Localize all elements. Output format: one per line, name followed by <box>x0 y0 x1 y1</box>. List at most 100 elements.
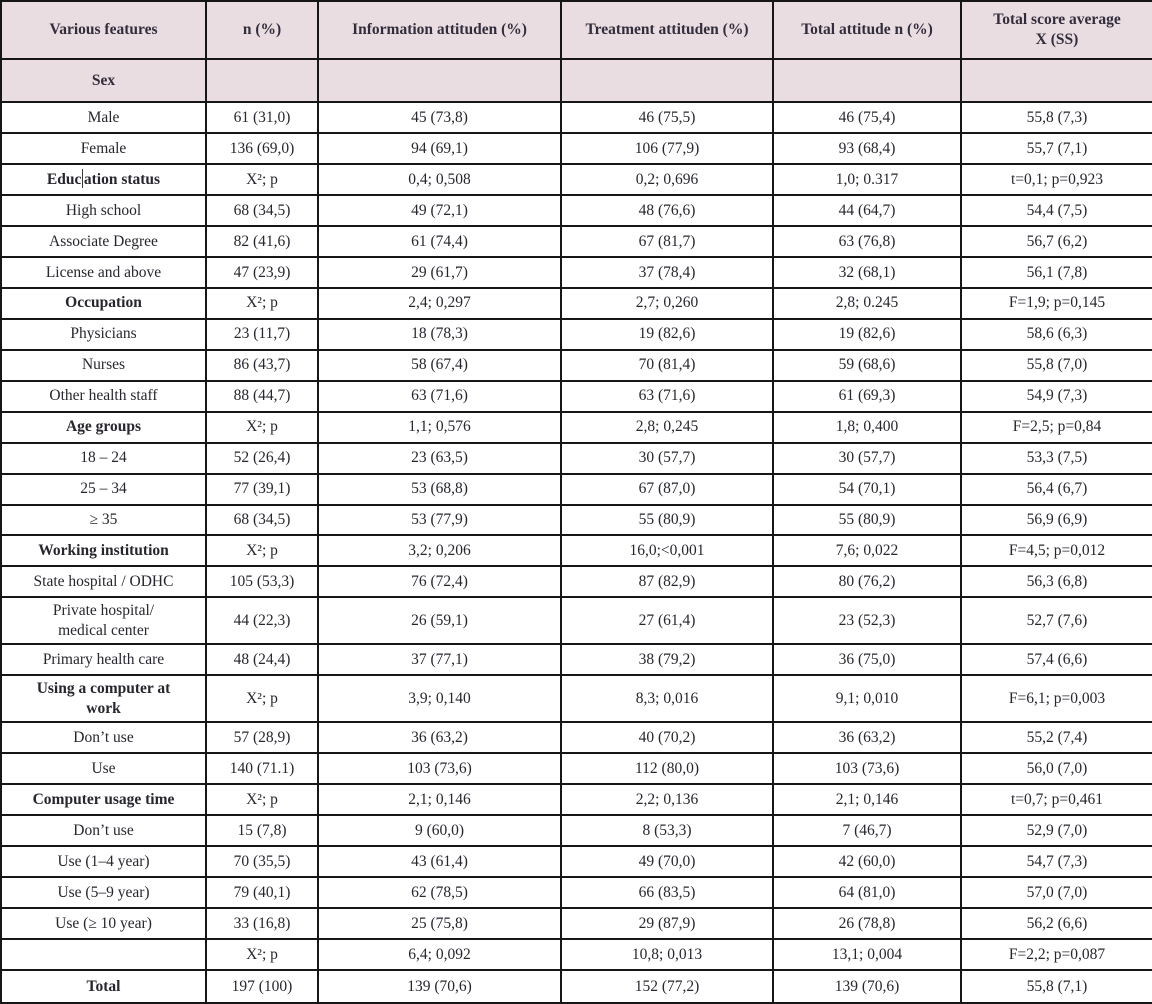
value-cell: 55,7 (7,1) <box>960 132 1152 166</box>
value-cell: 67 (81,7) <box>560 225 774 258</box>
feature-label-cell <box>0 937 207 971</box>
value-cell: 30 (57,7) <box>772 441 962 475</box>
value-cell: 103 (73,6) <box>772 752 962 786</box>
value-cell: 2,4; 0,297 <box>317 286 562 320</box>
feature-label-cell: Working institution <box>0 534 207 568</box>
value-cell: 57 (28,9) <box>205 721 319 755</box>
value-cell: 0,2; 0,696 <box>560 163 774 197</box>
value-cell: 52,9 (7,0) <box>960 814 1152 848</box>
value-cell: 56,1 (7,8) <box>960 256 1152 289</box>
value-cell: 37 (77,1) <box>317 643 562 677</box>
value-cell: F=4,5; p=0,012 <box>960 534 1152 568</box>
value-cell: 29 (87,9) <box>560 907 774 940</box>
feature-label-cell: Private hospital/ medical center <box>0 596 207 646</box>
table-row: Private hospital/ medical center 44 (22,3… <box>0 596 1152 646</box>
value-cell: 61 (31,0) <box>205 101 319 135</box>
value-cell: 1,0; 0.317 <box>772 163 962 197</box>
value-cell: 44 (22,3) <box>205 596 319 646</box>
table-row: Use (≥ 10 year) 33 (16,8) 25 (75,8) 29 (87,… <box>0 907 1152 940</box>
feature-label-cell: Use <box>0 752 207 786</box>
value-cell: 67 (87,0) <box>560 472 774 506</box>
table-row: Occupation X²; p 2,4; 0,297 2,7; 0,260 2,8; … <box>0 286 1152 320</box>
table-row: Don’t use 57 (28,9) 36 (63,2) 40 (70,2) 36 (… <box>0 721 1152 755</box>
feature-label-cell: Female <box>0 132 207 166</box>
table-row: License and above 47 (23,9) 29 (61,7) 37 (7… <box>0 256 1152 289</box>
feature-label-cell: 18 – 24 <box>0 441 207 475</box>
value-cell <box>205 57 319 104</box>
table-row: Sex <box>0 57 1152 104</box>
value-cell: 55,8 (7,1) <box>960 968 1152 1004</box>
value-cell: 53 (77,9) <box>317 503 562 537</box>
value-cell: X²; p <box>205 163 319 197</box>
value-cell: 136 (69,0) <box>205 132 319 166</box>
value-cell: 27 (61,4) <box>560 596 774 646</box>
value-cell: 23 (52,3) <box>772 596 962 646</box>
value-cell: 46 (75,5) <box>560 101 774 135</box>
feature-label-cell: Age groups <box>0 410 207 444</box>
value-cell: 10,8; 0,013 <box>560 937 774 971</box>
feature-label-cell: Educ ation status <box>0 163 207 197</box>
feature-label-cell: Computer usage time <box>0 783 207 817</box>
value-cell: 30 (57,7) <box>560 441 774 475</box>
feature-label-cell: Use (5–9 year) <box>0 876 207 910</box>
value-cell: 86 (43,7) <box>205 348 319 382</box>
value-cell: 3,2; 0,206 <box>317 534 562 568</box>
value-cell: 197 (100) <box>205 968 319 1004</box>
value-cell: 3,9; 0,140 <box>317 674 562 724</box>
value-cell: 61 (74,4) <box>317 225 562 258</box>
feature-label-cell: Occupation <box>0 286 207 320</box>
value-cell: 26 (59,1) <box>317 596 562 646</box>
feature-label-cell: Use (≥ 10 year) <box>0 907 207 940</box>
column-header-n-percent: n (%) <box>205 0 319 60</box>
value-cell: 94 (69,1) <box>317 132 562 166</box>
value-cell: 59 (68,6) <box>772 348 962 382</box>
value-cell: t=0,7; p=0,461 <box>960 783 1152 817</box>
value-cell <box>772 57 962 104</box>
table-row: Female 136 (69,0) 94 (69,1) 106 (77,9) 93 (6… <box>0 132 1152 166</box>
value-cell: 56,2 (6,6) <box>960 907 1152 940</box>
value-cell: 139 (70,6) <box>772 968 962 1004</box>
value-cell: F=2,2; p=0,087 <box>960 937 1152 971</box>
value-cell: 61 (69,3) <box>772 379 962 413</box>
value-cell: X²; p <box>205 937 319 971</box>
table-row: Working institution X²; p 3,2; 0,206 16,0;<… <box>0 534 1152 568</box>
value-cell: 18 (78,3) <box>317 317 562 351</box>
table-row: Computer usage time X²; p 2,1; 0,146 2,2; 0… <box>0 783 1152 817</box>
value-cell: 55 (80,9) <box>560 503 774 537</box>
table-row: Primary health care 48 (24,4) 37 (77,1) 38 … <box>0 643 1152 677</box>
feature-label-cell: State hospital / ODHC <box>0 565 207 599</box>
value-cell: 40 (70,2) <box>560 721 774 755</box>
value-cell: 70 (81,4) <box>560 348 774 382</box>
value-cell: 33 (16,8) <box>205 907 319 940</box>
value-cell: 2,1; 0,146 <box>317 783 562 817</box>
value-cell: 139 (70,6) <box>317 968 562 1004</box>
table-row: Using a computer at work X²; p 3,9; 0,140 8… <box>0 674 1152 724</box>
value-cell: 68 (34,5) <box>205 503 319 537</box>
value-cell: 56,0 (7,0) <box>960 752 1152 786</box>
value-cell: 26 (78,8) <box>772 907 962 940</box>
value-cell: 105 (53,3) <box>205 565 319 599</box>
value-cell: 13,1; 0,004 <box>772 937 962 971</box>
feature-label-cell: ≥ 35 <box>0 503 207 537</box>
value-cell: 9 (60,0) <box>317 814 562 848</box>
column-header-various-features: Various features <box>0 0 207 60</box>
value-cell: 6,4; 0,092 <box>317 937 562 971</box>
value-cell: 57,0 (7,0) <box>960 876 1152 910</box>
value-cell: 8,3; 0,016 <box>560 674 774 724</box>
column-header-treatment-attitude: Treatment attituden (%) <box>560 0 774 60</box>
value-cell: 8 (53,3) <box>560 814 774 848</box>
feature-label-cell: Physicians <box>0 317 207 351</box>
value-cell: F=2,5; p=0,84 <box>960 410 1152 444</box>
value-cell: 43 (61,4) <box>317 845 562 879</box>
value-cell: 76 (72,4) <box>317 565 562 599</box>
feature-label-cell: Other health staff <box>0 379 207 413</box>
value-cell: 32 (68,1) <box>772 256 962 289</box>
value-cell: 55,8 (7,3) <box>960 101 1152 135</box>
value-cell: 19 (82,6) <box>772 317 962 351</box>
feature-label-cell: Sex <box>0 57 207 104</box>
value-cell: 25 (75,8) <box>317 907 562 940</box>
column-header-information-attitude: Information attituden (%) <box>317 0 562 60</box>
feature-label-cell: 25 – 34 <box>0 472 207 506</box>
value-cell: 36 (75,0) <box>772 643 962 677</box>
